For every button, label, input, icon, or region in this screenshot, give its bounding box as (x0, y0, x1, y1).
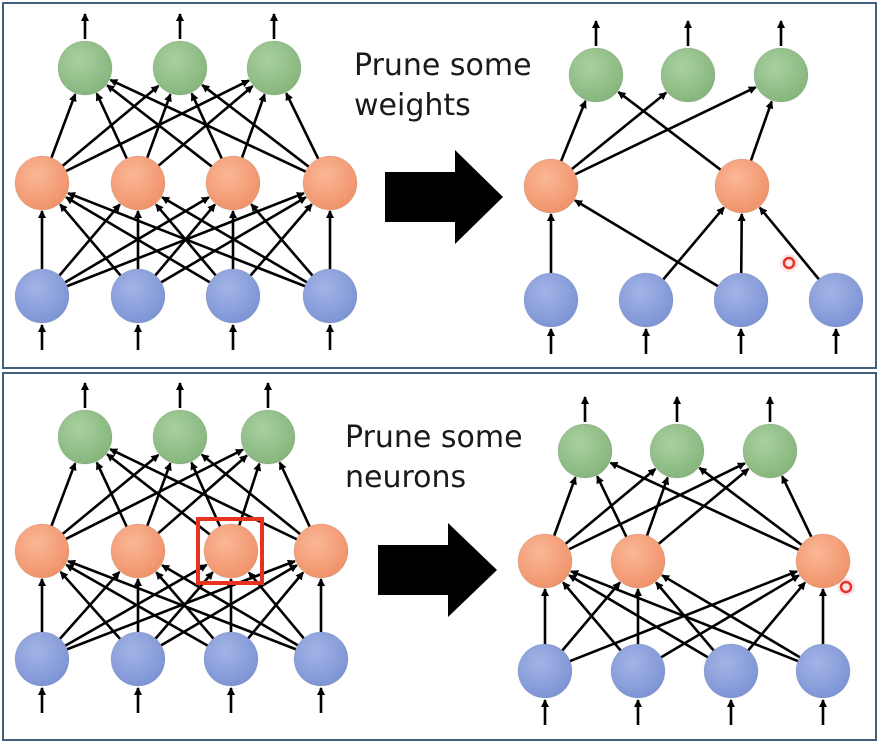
bottom-cursor-dot (839, 580, 853, 594)
bottom-left-output-neuron-2 (240, 409, 296, 465)
top-left-output-neuron-1 (152, 40, 208, 96)
top-caption-line-1: Prune some (354, 48, 532, 83)
bottom-right-input-neuron-2 (703, 643, 759, 699)
bottom-right-output-neuron-1 (649, 423, 705, 479)
top-left-input-neuron-3 (302, 268, 358, 324)
top-left-edge-hid0-out0 (50, 93, 77, 159)
top-left-edge-in3-hid1 (161, 196, 308, 284)
top-caption-line-2: weights (354, 88, 471, 123)
top-right-input-neuron-2 (713, 272, 769, 328)
bottom-right-edge-in1-hid0 (562, 581, 622, 652)
top-left-input-neuron-0 (14, 268, 70, 324)
bottom-left-input-neuron-1 (110, 631, 166, 687)
transition-arrow-top (385, 150, 503, 244)
top-cursor-glow (780, 254, 798, 272)
top-right-edge-hid1-out0 (617, 90, 722, 171)
bottom-right-edge-hid2-out2 (780, 475, 813, 538)
bottom-right-edge-in2-hid0 (568, 574, 709, 659)
top-left-hidden-neuron-0 (14, 155, 70, 211)
bottom-cursor-glow (837, 578, 855, 596)
bottom-right-input-neuron-3 (795, 643, 851, 699)
pruned-neuron-highlight-box (196, 517, 264, 585)
bottom-right-hidden-neuron-0 (517, 533, 573, 589)
bottom-left-input-neuron-3 (293, 631, 349, 687)
bottom-left-edge-hid3-out1 (200, 453, 301, 536)
bottom-right-edge-hid1-out0 (595, 475, 628, 538)
bottom-left-edge-hid3-out0 (109, 448, 298, 541)
top-right-input-neuron-3 (808, 272, 864, 328)
bottom-right-output-neuron-0 (557, 423, 613, 479)
top-left-edge-in2-hid0 (65, 196, 211, 284)
bottom-left-edge-in3-hid0 (67, 559, 297, 651)
bottom-left-hidden-neuron-3 (293, 523, 349, 579)
bottom-right-edge-hid2-out1 (698, 466, 803, 546)
top-left-edge-hid1-out0 (95, 92, 128, 160)
bottom-right-input-neuron-1 (610, 643, 666, 699)
bottom-left-output-neuron-1 (152, 409, 208, 465)
top-left-edge-hid2-out0 (106, 84, 213, 168)
top-left-input-neuron-2 (205, 268, 261, 324)
bottom-right-input-neuron-0 (517, 643, 573, 699)
bottom-caption-line-2: neurons (345, 460, 466, 495)
top-left-edge-hid3-out2 (285, 92, 320, 160)
bottom-right-edge-hid2-out0 (609, 461, 800, 551)
bottom-right-edge-in3-hid1 (661, 574, 801, 659)
top-left-edge-in1-hid0 (59, 203, 122, 277)
top-right-edge-in2-hid1 (737, 212, 746, 274)
bottom-left-hidden-neuron-2 (203, 523, 259, 579)
bottom-right-edge-in2-hid2 (747, 581, 807, 652)
top-right-output-neuron-0 (568, 47, 624, 103)
bottom-right-output-neuron-2 (742, 423, 798, 479)
bottom-right-edge-in3-hid0 (570, 570, 799, 663)
bottom-caption-line-1: Prune some (345, 420, 523, 455)
bottom-left-edge-hid2-out0 (106, 453, 211, 536)
top-left-edge-hid3-out0 (109, 78, 307, 173)
bottom-left-edge-in3-hid1 (161, 564, 299, 647)
top-left-edge-in3-hid2 (250, 203, 314, 277)
top-left-output-neuron-2 (246, 40, 302, 96)
top-left-hidden-neuron-2 (205, 155, 261, 211)
top-left-edge-in3-hid0 (67, 192, 306, 288)
top-right-output-neuron-2 (753, 47, 809, 103)
top-right-output-neuron-1 (660, 47, 716, 103)
top-right-edge-hid0-out2 (574, 85, 757, 176)
top-right-hidden-neuron-1 (714, 158, 770, 214)
top-right-edge-hid0-out1 (571, 91, 668, 171)
top-left-hidden-neuron-1 (110, 155, 166, 211)
bottom-left-edge-hid3-out2 (278, 461, 311, 528)
transition-arrow-bottom (378, 523, 497, 617)
bottom-left-output-neuron-0 (57, 409, 113, 465)
top-left-output-neuron-0 (57, 40, 113, 96)
bottom-right-hidden-neuron-2 (795, 533, 851, 589)
bottom-right-hidden-neuron-1 (610, 533, 666, 589)
top-left-edge-hid3-out1 (201, 84, 310, 168)
top-right-edge-in2-hid0 (574, 199, 719, 288)
bottom-left-hidden-neuron-1 (110, 523, 166, 579)
bottom-left-edge-in2-hid0 (65, 563, 209, 647)
top-right-hidden-neuron-0 (523, 158, 579, 214)
top-left-edge-hid2-out2 (240, 93, 267, 159)
bottom-left-input-neuron-0 (14, 631, 70, 687)
bottom-left-edge-hid0-out0 (50, 462, 77, 527)
top-right-edge-hid1-out2 (749, 100, 774, 161)
top-right-input-neuron-1 (618, 272, 674, 328)
bottom-left-input-neuron-2 (203, 631, 259, 687)
top-left-hidden-neuron-3 (302, 155, 358, 211)
top-right-edge-hid0-out0 (559, 100, 587, 162)
top-right-edge-in3-hid1 (758, 206, 820, 280)
bottom-left-edge-in1-hid0 (59, 571, 122, 640)
bottom-left-edge-hid1-out0 (95, 461, 128, 528)
bottom-left-hidden-neuron-0 (14, 523, 70, 579)
bottom-right-edge-hid1-out1 (645, 476, 670, 536)
bottom-right-edge-hid0-out0 (553, 476, 577, 537)
top-cursor-dot (782, 256, 796, 270)
top-right-input-neuron-0 (523, 272, 579, 328)
top-left-input-neuron-1 (110, 268, 166, 324)
top-right-edge-in1-hid1 (662, 206, 725, 281)
